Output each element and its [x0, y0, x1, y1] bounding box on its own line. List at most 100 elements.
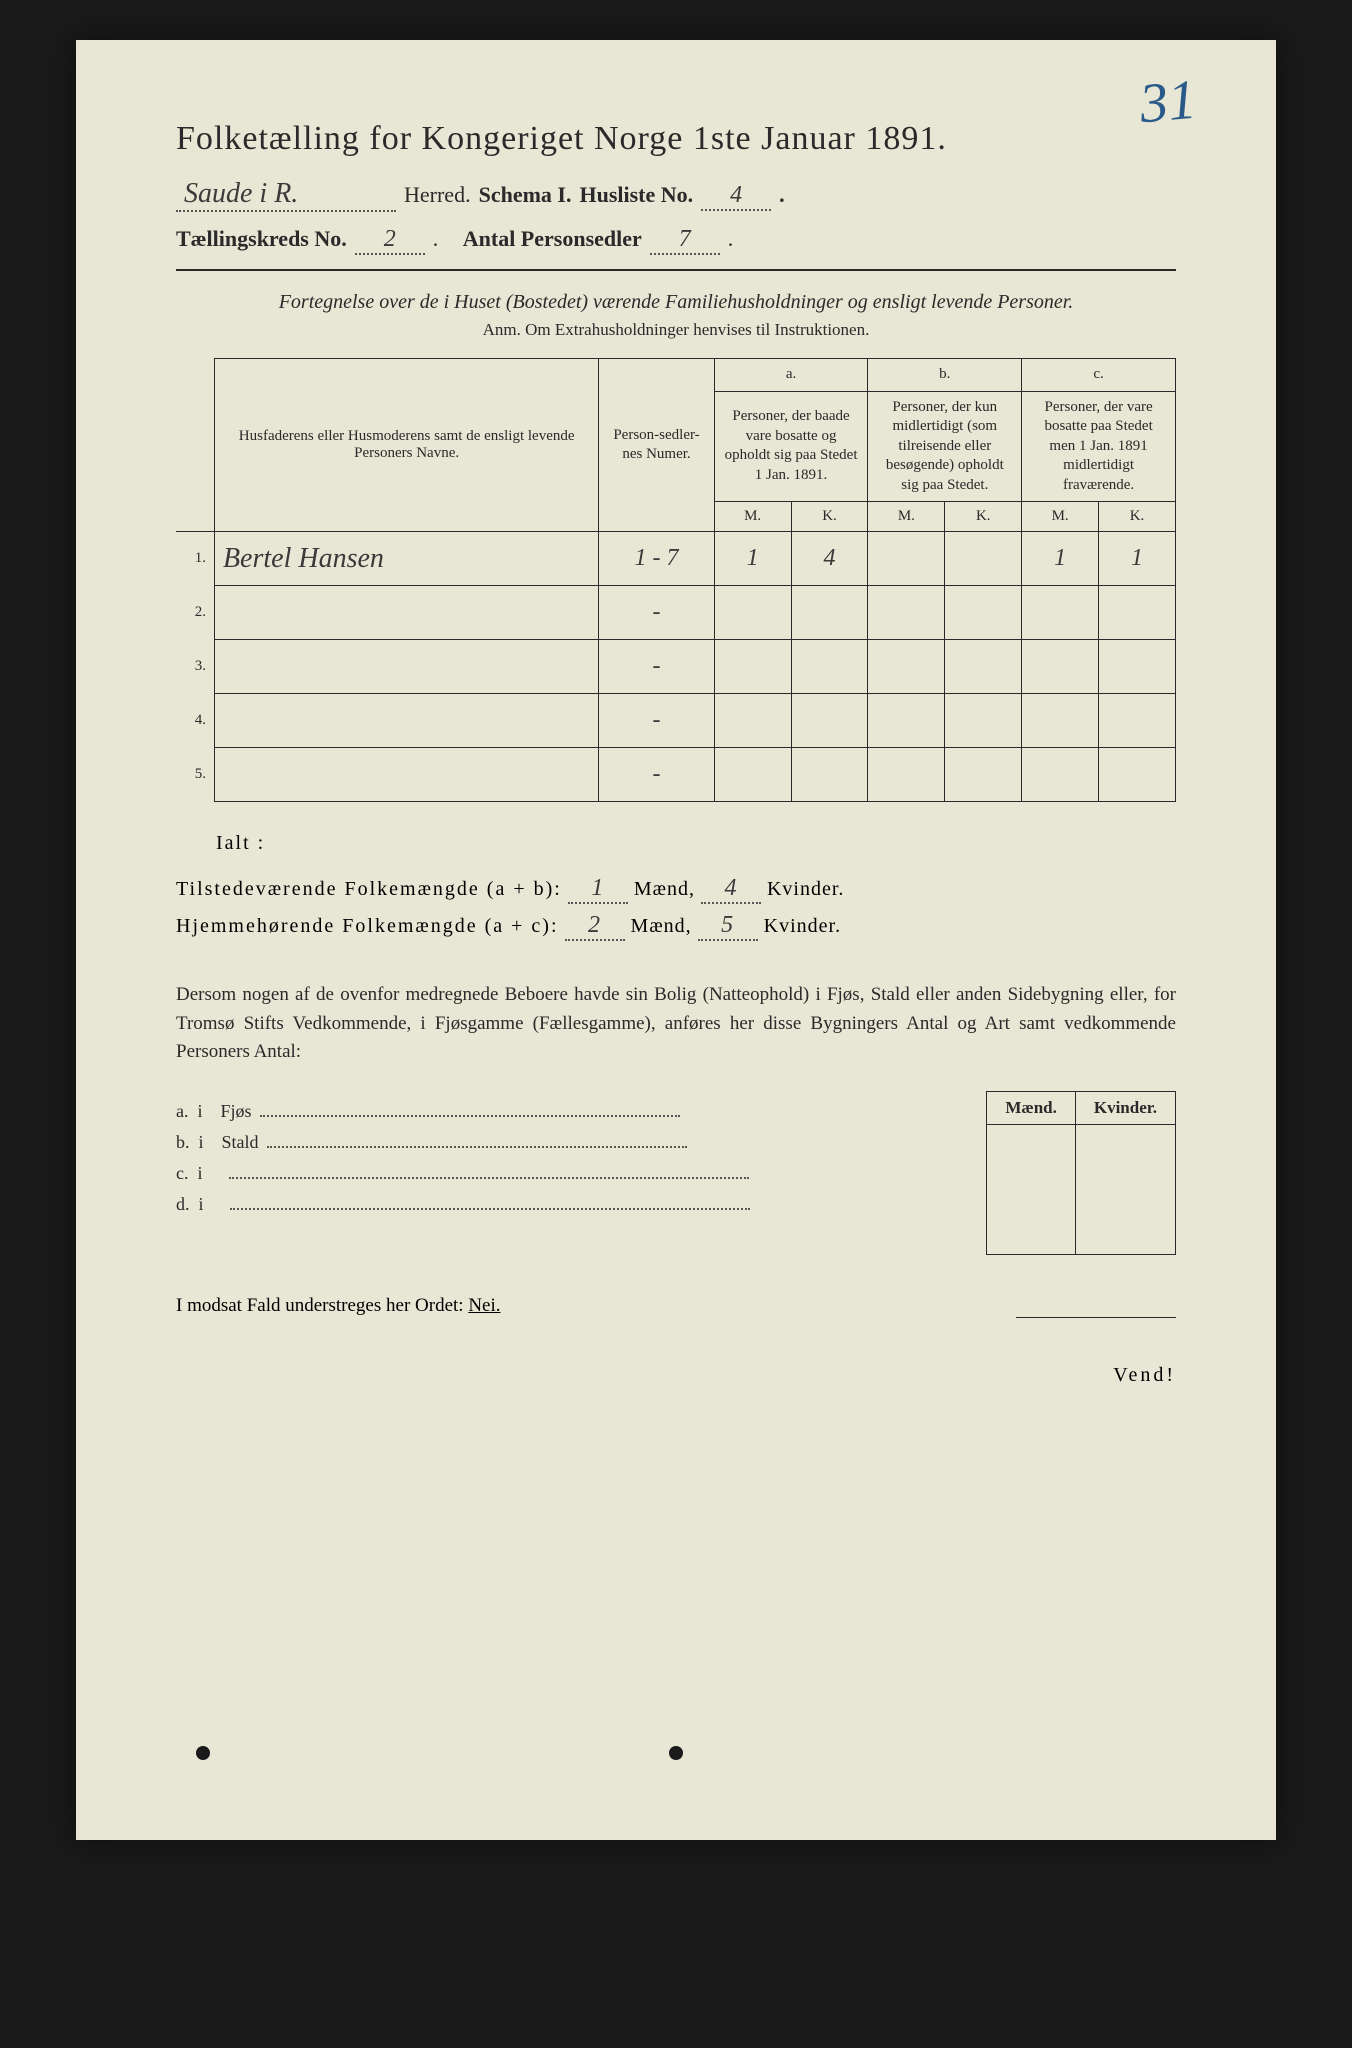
b-k-cell [945, 640, 1022, 694]
a-k-cell: 4 [791, 532, 868, 586]
col-c-top: c. [1022, 359, 1176, 392]
husliste-label: Husliste No. [579, 182, 693, 208]
personsedler-value: 7 [650, 226, 720, 255]
col-name-header: Husfaderens eller Husmoderens samt de en… [214, 359, 598, 532]
row-number: 5. [176, 748, 214, 802]
row-number: 4. [176, 694, 214, 748]
table-row: 2. - [176, 586, 1176, 640]
num-cell: - [599, 586, 714, 640]
a-m-cell: 1 [714, 532, 791, 586]
kreds-label: Tællingskreds No. [176, 226, 347, 252]
a-m-cell [714, 748, 791, 802]
col-a-k: K. [791, 502, 868, 532]
col-b-top: b. [868, 359, 1022, 392]
table-row: 4. - [176, 694, 1176, 748]
a-m-cell [714, 586, 791, 640]
c-k-cell [1099, 586, 1176, 640]
hjemme-m: 2 [565, 912, 625, 941]
a-k-cell [791, 694, 868, 748]
name-cell [214, 586, 598, 640]
mk-k-header: Kvinder. [1075, 1091, 1175, 1124]
header-row-2: Tællingskreds No. 2. Antal Personsedler … [176, 226, 1176, 255]
household-table: Husfaderens eller Husmoderens samt de en… [176, 358, 1176, 802]
c-m-cell [1022, 640, 1099, 694]
herred-label: Herred. [404, 182, 471, 208]
b-k-cell [945, 694, 1022, 748]
col-num-header: Person-sedler-nes Numer. [599, 359, 714, 532]
buildings-paragraph: Dersom nogen af de ovenfor medregnede Be… [176, 981, 1176, 1067]
building-line: c. i [176, 1163, 966, 1184]
buildings-block: a. i Fjøs b. i Stald c. i d. i Mænd. Kvind… [176, 1091, 1176, 1255]
col-b-desc: Personer, der kun midlertidigt (som tilr… [868, 391, 1022, 502]
col-a-top: a. [714, 359, 868, 392]
b-m-cell [868, 532, 945, 586]
a-m-cell [714, 640, 791, 694]
a-k-cell [791, 640, 868, 694]
b-m-cell [868, 640, 945, 694]
a-k-cell [791, 748, 868, 802]
col-c-k: K. [1099, 502, 1176, 532]
b-m-cell [868, 586, 945, 640]
c-k-cell [1099, 640, 1176, 694]
a-k-cell [791, 586, 868, 640]
hjemme-line: Hjemmehørende Folkemængde (a + c): 2 Mæn… [176, 912, 1176, 941]
buildings-mk-table: Mænd. Kvinder. [986, 1091, 1176, 1255]
name-cell: Bertel Hansen [214, 532, 598, 586]
col-c-desc: Personer, der vare bosatte paa Stedet me… [1022, 391, 1176, 502]
col-a-m: M. [714, 502, 791, 532]
col-b-m: M. [868, 502, 945, 532]
c-k-cell [1099, 748, 1176, 802]
b-m-cell [868, 694, 945, 748]
table-row: 3. - [176, 640, 1176, 694]
num-cell: 1 - 7 [599, 532, 714, 586]
table-row: 1.Bertel Hansen1 - 71411 [176, 532, 1176, 586]
c-m-cell: 1 [1022, 532, 1099, 586]
col-c-m: M. [1022, 502, 1099, 532]
num-cell: - [599, 694, 714, 748]
num-cell: - [599, 748, 714, 802]
vend-label: Vend! [176, 1358, 1176, 1387]
divider [176, 269, 1176, 271]
c-k-cell: 1 [1099, 532, 1176, 586]
name-cell [214, 694, 598, 748]
vend-block: Vend! [176, 1317, 1176, 1387]
name-cell [214, 640, 598, 694]
table-row: 5. - [176, 748, 1176, 802]
num-cell: - [599, 640, 714, 694]
tilstede-line: Tilstedeværende Folkemængde (a + b): 1 M… [176, 875, 1176, 904]
col-b-k: K. [945, 502, 1022, 532]
row-number: 1. [176, 532, 214, 586]
b-m-cell [868, 748, 945, 802]
c-m-cell [1022, 694, 1099, 748]
nei-line: I modsat Fald understreges her Ordet: Ne… [176, 1295, 1176, 1317]
schema-label: Schema I. [479, 182, 572, 208]
nei-word: Nei. [468, 1295, 500, 1316]
name-cell [214, 748, 598, 802]
tilstede-k: 4 [701, 875, 761, 904]
punch-hole [669, 1746, 683, 1760]
herred-value: Saude i R. [176, 178, 396, 212]
c-m-cell [1022, 748, 1099, 802]
c-k-cell [1099, 694, 1176, 748]
header-row-1: Saude i R. Herred. Schema I. Husliste No… [176, 178, 1176, 212]
building-line: a. i Fjøs [176, 1101, 966, 1122]
a-m-cell [714, 694, 791, 748]
row-number: 2. [176, 586, 214, 640]
hjemme-k: 5 [698, 912, 758, 941]
building-line: d. i [176, 1194, 966, 1215]
census-form-page: 31 Folketælling for Kongeriget Norge 1st… [76, 40, 1276, 1840]
kreds-value: 2 [355, 226, 425, 255]
form-title: Folketælling for Kongeriget Norge 1ste J… [176, 120, 1176, 158]
page-number-handwritten: 31 [1137, 68, 1198, 137]
c-m-cell [1022, 586, 1099, 640]
ialt-label: Ialt : [216, 832, 1176, 855]
personsedler-label: Antal Personsedler [463, 226, 642, 252]
tilstede-m: 1 [568, 875, 628, 904]
b-k-cell [945, 532, 1022, 586]
row-number: 3. [176, 640, 214, 694]
col-a-desc: Personer, der baade vare bosatte og opho… [714, 391, 868, 502]
husliste-value: 4 [701, 182, 771, 211]
b-k-cell [945, 586, 1022, 640]
building-line: b. i Stald [176, 1132, 966, 1153]
mk-m-header: Mænd. [987, 1091, 1075, 1124]
